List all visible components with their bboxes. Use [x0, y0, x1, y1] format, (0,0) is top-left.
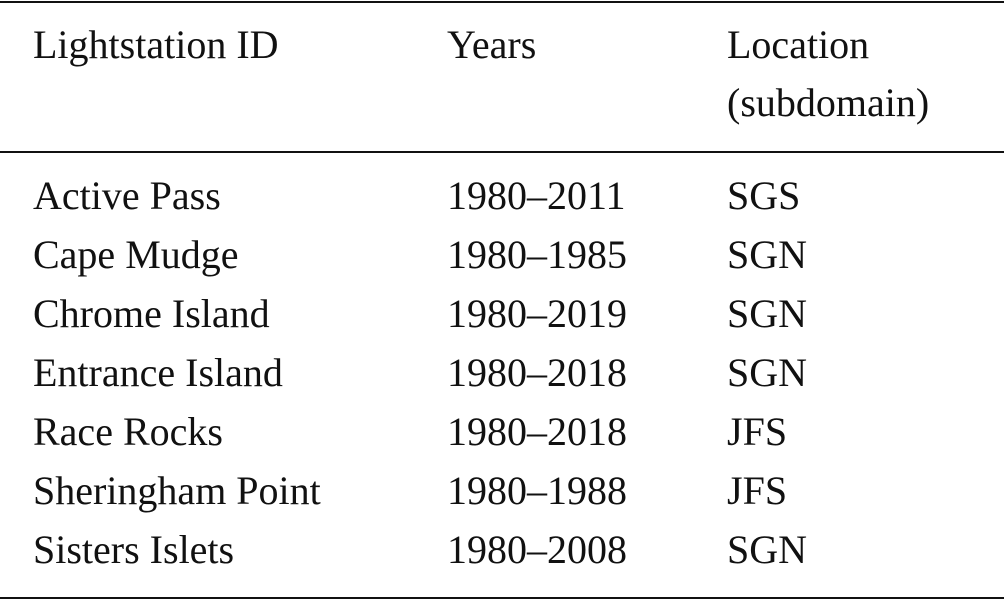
- table-cell: Entrance Island: [33, 349, 283, 395]
- column-header: Lightstation ID: [33, 22, 279, 67]
- table-cell: 1980–2018: [447, 408, 627, 454]
- column-header: Years: [447, 22, 537, 67]
- table-cell: SGN: [727, 349, 808, 395]
- table-cell: Sisters Islets: [33, 526, 235, 572]
- table-cell: 1980–1985: [447, 231, 627, 277]
- table-cell: 1980–2011: [447, 172, 626, 218]
- table-cell: Active Pass: [33, 172, 221, 218]
- table-cell: SGN: [727, 290, 808, 336]
- table-cell: SGN: [727, 231, 808, 277]
- bottom-rule: [0, 597, 1004, 599]
- top-rule: [0, 1, 1004, 3]
- table-cell: 1980–2018: [447, 349, 627, 395]
- table-cell: 1980–2008: [447, 526, 627, 572]
- table-cell: Cape Mudge: [33, 231, 239, 277]
- table-cell: 1980–1988: [447, 467, 627, 513]
- table-cell: SGN: [727, 526, 808, 572]
- column-header: Location (subdomain): [727, 22, 930, 125]
- table-cell: Race Rocks: [33, 408, 223, 454]
- table-cell: Chrome Island: [33, 290, 270, 336]
- header-rule: [0, 151, 1004, 153]
- table-cell: JFS: [727, 467, 788, 513]
- table-cell: Sheringham Point: [33, 467, 321, 513]
- table-cell: 1980–2019: [447, 290, 627, 336]
- table-cell: SGS: [727, 172, 801, 218]
- table-cell: JFS: [727, 408, 788, 454]
